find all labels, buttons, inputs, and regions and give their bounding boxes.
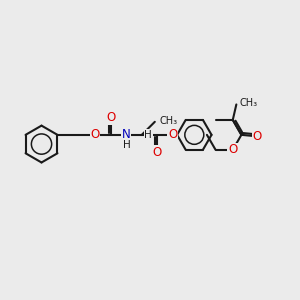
Text: O: O — [228, 143, 237, 156]
Text: O: O — [252, 130, 262, 143]
Text: H: H — [122, 140, 130, 150]
Text: O: O — [106, 111, 116, 124]
Text: H: H — [145, 130, 152, 140]
Text: CH₃: CH₃ — [239, 98, 257, 108]
Text: N: N — [122, 128, 131, 141]
Text: O: O — [90, 128, 100, 141]
Text: CH₃: CH₃ — [159, 116, 177, 126]
Text: O: O — [153, 146, 162, 159]
Text: O: O — [168, 128, 177, 141]
